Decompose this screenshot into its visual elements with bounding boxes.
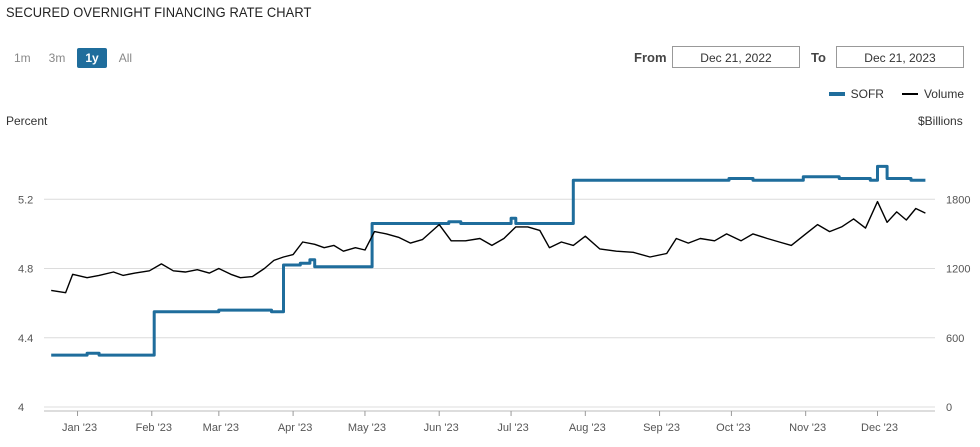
legend-item-volume[interactable]: Volume — [901, 87, 964, 101]
left-tick-label: 4.4 — [18, 333, 33, 345]
x-tick-label: Mar '23 — [203, 422, 239, 434]
x-tick-label: Dec '23 — [861, 422, 898, 434]
x-tick-label: Aug '23 — [569, 422, 606, 434]
left-tick-label: 4 — [18, 402, 24, 414]
range-selector: 1m 3m 1y All — [8, 48, 144, 68]
x-tick-label: Jan '23 — [62, 422, 97, 434]
x-tick-label: Apr '23 — [278, 422, 313, 434]
legend-item-sofr[interactable]: SOFR — [828, 87, 884, 101]
x-tick-label: Jul '23 — [497, 422, 528, 434]
range-all-button[interactable]: All — [118, 51, 133, 65]
right-tick-label: 0 — [946, 402, 952, 414]
x-tick-label: Jun '23 — [424, 422, 459, 434]
x-tick-label: Feb '23 — [136, 422, 172, 434]
x-tick-label: May '23 — [348, 422, 386, 434]
range-1y-button[interactable]: 1y — [77, 48, 107, 68]
x-tick-label: Oct '23 — [716, 422, 751, 434]
right-tick-label: 1200 — [946, 264, 970, 276]
series-line-sofr — [51, 164, 926, 357]
series-line-volume — [51, 200, 926, 294]
to-label: To — [811, 50, 826, 65]
x-tick-label: Sep '23 — [643, 422, 680, 434]
range-1m-button[interactable]: 1m — [14, 51, 31, 65]
legend-label-volume: Volume — [923, 87, 964, 101]
legend-label-sofr: SOFR — [850, 87, 884, 101]
right-axis-title: $Billions — [918, 114, 963, 128]
to-date-input[interactable]: Dec 21, 2023 — [836, 46, 964, 68]
left-axis-title: Percent — [6, 114, 48, 128]
left-tick-label: 4.8 — [18, 264, 33, 276]
range-3m-button[interactable]: 3m — [48, 51, 66, 65]
left-tick-label: 5.2 — [18, 194, 33, 206]
volume-swatch — [901, 93, 918, 95]
right-tick-label: 600 — [946, 333, 964, 345]
sofr-swatch — [828, 92, 845, 96]
from-label: From — [634, 50, 667, 65]
chart-legend: SOFR Volume — [828, 87, 964, 101]
right-tick-label: 1800 — [946, 194, 970, 206]
from-date-input[interactable]: Dec 21, 2022 — [672, 46, 800, 68]
x-tick-label: Nov '23 — [789, 422, 826, 434]
chart-title: SECURED OVERNIGHT FINANCING RATE CHART — [6, 4, 312, 20]
